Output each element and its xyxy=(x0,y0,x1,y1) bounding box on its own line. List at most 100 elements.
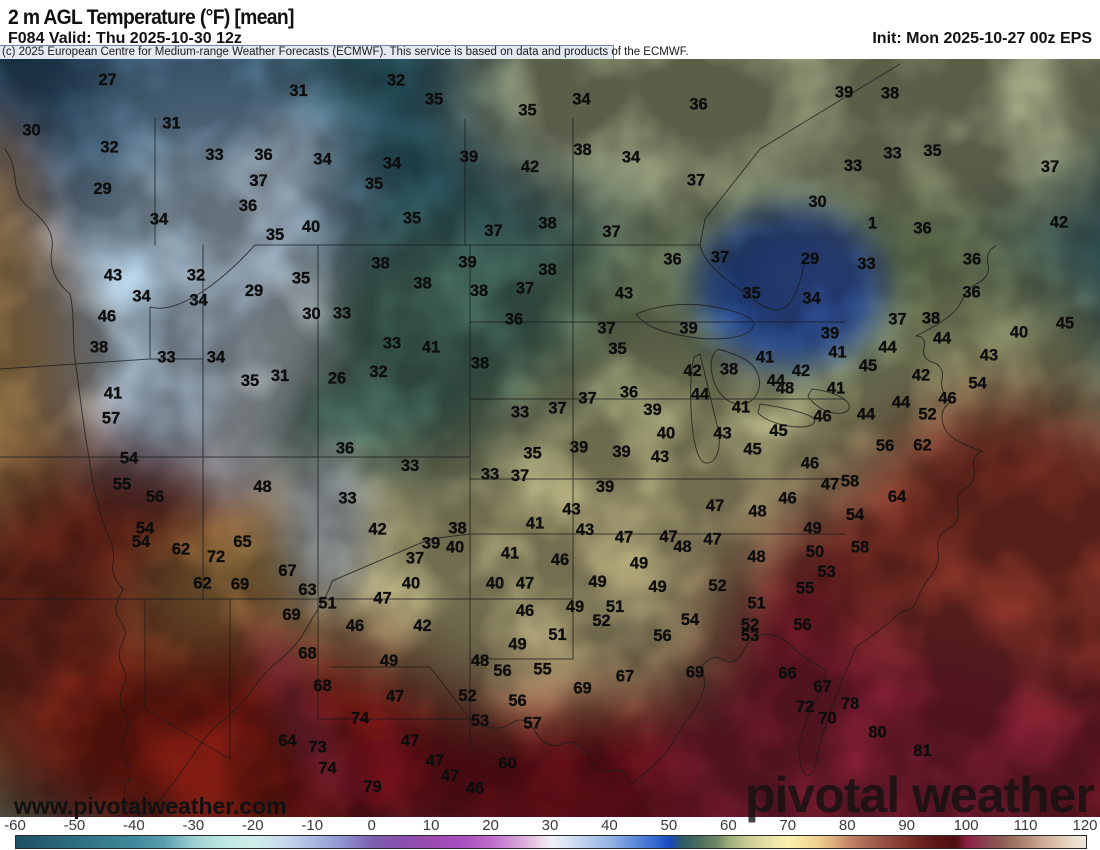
svg-text:39: 39 xyxy=(422,534,440,552)
svg-text:29: 29 xyxy=(93,180,111,198)
svg-text:36: 36 xyxy=(962,283,980,301)
svg-text:43: 43 xyxy=(615,284,633,302)
svg-text:56: 56 xyxy=(793,616,811,634)
svg-text:62: 62 xyxy=(913,436,931,454)
svg-text:37: 37 xyxy=(406,549,424,567)
svg-text:37: 37 xyxy=(711,248,729,266)
svg-text:53: 53 xyxy=(741,627,759,645)
svg-text:50: 50 xyxy=(806,543,824,561)
svg-text:54: 54 xyxy=(681,611,700,629)
svg-text:62: 62 xyxy=(172,540,190,558)
svg-text:48: 48 xyxy=(253,478,271,496)
svg-text:31: 31 xyxy=(271,367,289,385)
svg-text:33: 33 xyxy=(401,457,419,475)
svg-text:35: 35 xyxy=(403,209,421,227)
svg-text:34: 34 xyxy=(313,150,332,168)
svg-text:74: 74 xyxy=(351,709,370,727)
svg-text:46: 46 xyxy=(516,602,534,620)
svg-text:64: 64 xyxy=(888,488,907,506)
svg-text:37: 37 xyxy=(548,399,566,417)
svg-text:40: 40 xyxy=(1010,323,1028,341)
svg-text:35: 35 xyxy=(608,340,626,358)
svg-text:65: 65 xyxy=(233,533,251,551)
svg-text:34: 34 xyxy=(802,289,821,307)
svg-text:69: 69 xyxy=(573,679,591,697)
svg-text:34: 34 xyxy=(207,348,226,366)
svg-text:40: 40 xyxy=(657,424,675,442)
svg-text:37: 37 xyxy=(511,467,529,485)
svg-text:32: 32 xyxy=(187,266,205,284)
svg-text:41: 41 xyxy=(827,379,845,397)
svg-text:38: 38 xyxy=(922,309,940,327)
svg-text:35: 35 xyxy=(518,101,536,119)
svg-text:35: 35 xyxy=(425,90,443,108)
svg-text:36: 36 xyxy=(689,95,707,113)
svg-text:56: 56 xyxy=(508,692,526,710)
svg-text:38: 38 xyxy=(371,254,389,272)
svg-text:34: 34 xyxy=(622,148,641,166)
svg-text:37: 37 xyxy=(578,389,596,407)
svg-text:44: 44 xyxy=(691,385,710,403)
svg-text:49: 49 xyxy=(648,578,666,596)
svg-text:38: 38 xyxy=(881,84,899,102)
svg-text:80: 80 xyxy=(868,723,886,741)
svg-text:49: 49 xyxy=(630,554,648,572)
svg-text:43: 43 xyxy=(651,448,669,466)
svg-text:47: 47 xyxy=(703,530,721,548)
svg-text:36: 36 xyxy=(620,383,638,401)
svg-text:54: 54 xyxy=(968,374,987,392)
svg-text:32: 32 xyxy=(387,71,405,89)
svg-text:47: 47 xyxy=(386,687,404,705)
svg-text:44: 44 xyxy=(878,338,897,356)
svg-text:38: 38 xyxy=(720,360,738,378)
svg-text:42: 42 xyxy=(1050,213,1068,231)
svg-text:41: 41 xyxy=(526,514,544,532)
svg-text:48: 48 xyxy=(471,652,489,670)
svg-text:33: 33 xyxy=(511,403,529,421)
svg-text:38: 38 xyxy=(90,338,108,356)
svg-text:42: 42 xyxy=(521,158,539,176)
svg-text:47: 47 xyxy=(401,732,419,750)
svg-text:38: 38 xyxy=(448,519,466,537)
svg-text:69: 69 xyxy=(231,575,249,593)
svg-text:74: 74 xyxy=(318,759,337,777)
svg-text:57: 57 xyxy=(523,714,541,732)
svg-text:78: 78 xyxy=(841,695,859,713)
svg-text:37: 37 xyxy=(687,171,705,189)
svg-text:56: 56 xyxy=(493,662,511,680)
svg-text:41: 41 xyxy=(828,343,846,361)
svg-text:46: 46 xyxy=(551,551,569,569)
svg-text:39: 39 xyxy=(679,319,697,337)
svg-text:39: 39 xyxy=(460,148,478,166)
svg-text:39: 39 xyxy=(596,478,614,496)
svg-text:31: 31 xyxy=(162,114,180,132)
svg-text:34: 34 xyxy=(383,154,402,172)
svg-text:52: 52 xyxy=(708,577,726,595)
svg-text:64: 64 xyxy=(278,732,297,750)
svg-text:55: 55 xyxy=(796,579,814,597)
svg-text:29: 29 xyxy=(801,250,819,268)
svg-text:81: 81 xyxy=(913,742,931,760)
svg-text:40: 40 xyxy=(302,218,320,236)
svg-text:29: 29 xyxy=(245,282,263,300)
svg-text:37: 37 xyxy=(1041,158,1059,176)
svg-text:37: 37 xyxy=(602,223,620,241)
svg-text:49: 49 xyxy=(803,519,821,537)
svg-text:46: 46 xyxy=(346,617,364,635)
svg-text:47: 47 xyxy=(516,574,534,592)
svg-text:43: 43 xyxy=(980,346,998,364)
svg-text:49: 49 xyxy=(566,598,584,616)
svg-text:45: 45 xyxy=(1056,314,1074,332)
svg-text:48: 48 xyxy=(673,538,691,556)
svg-text:47: 47 xyxy=(373,589,391,607)
svg-text:46: 46 xyxy=(778,489,796,507)
svg-text:38: 38 xyxy=(413,274,431,292)
svg-text:26: 26 xyxy=(328,369,346,387)
svg-text:40: 40 xyxy=(486,574,504,592)
svg-text:46: 46 xyxy=(801,454,819,472)
svg-text:40: 40 xyxy=(402,574,420,592)
svg-text:72: 72 xyxy=(207,548,225,566)
svg-text:37: 37 xyxy=(249,172,267,190)
svg-text:42: 42 xyxy=(792,362,810,380)
svg-text:63: 63 xyxy=(298,581,316,599)
